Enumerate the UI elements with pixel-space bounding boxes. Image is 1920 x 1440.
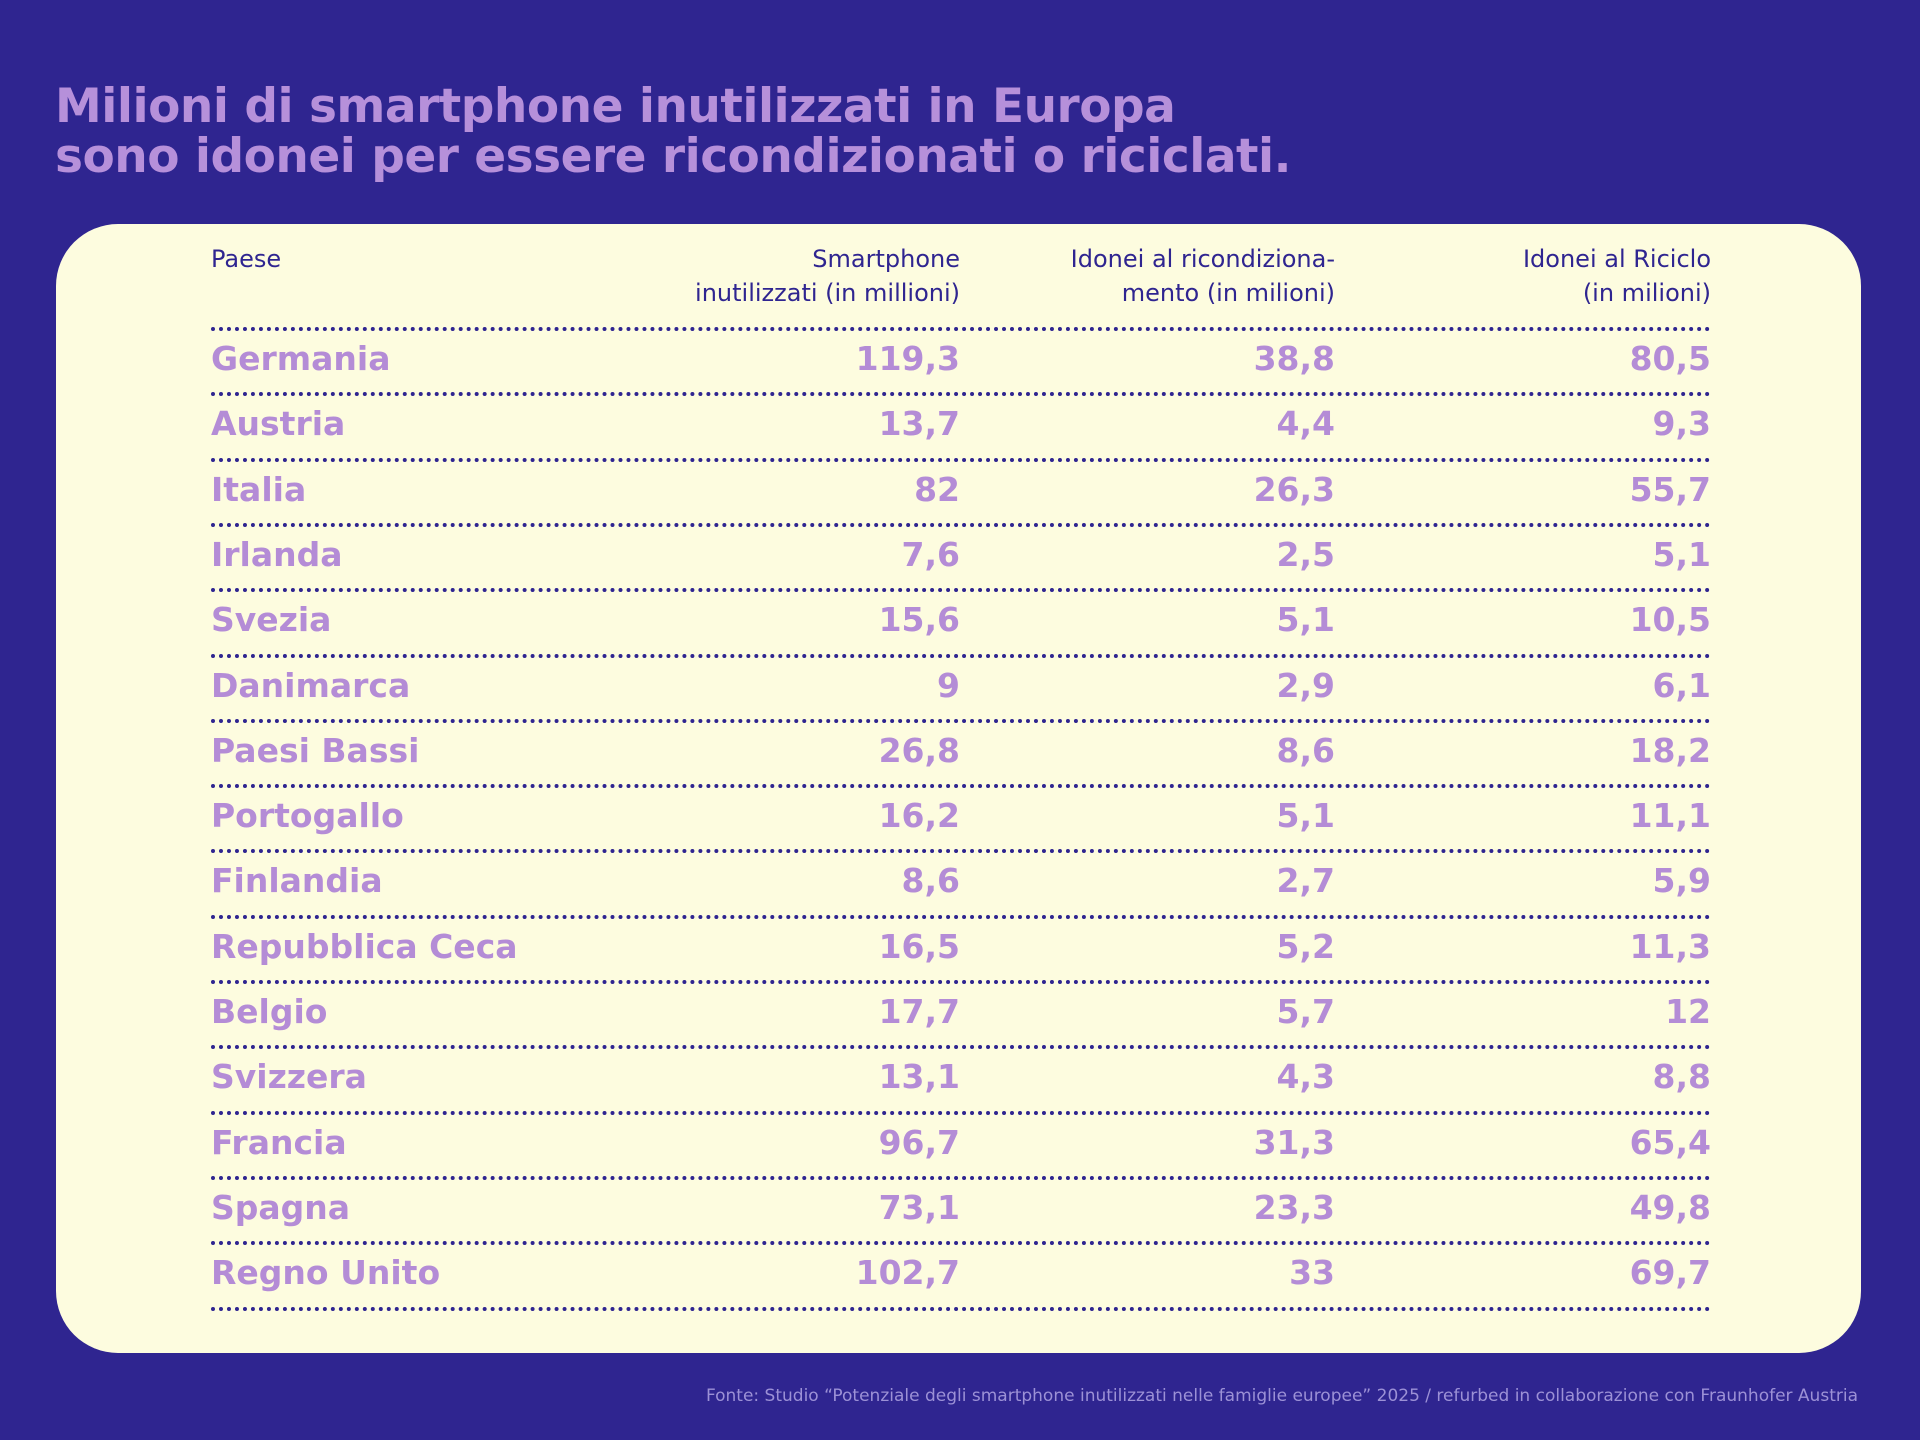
table-value: 96,7 [878,1122,960,1162]
table-value: 13,7 [878,404,960,444]
table-value: 9,3 [1652,404,1711,444]
country-name: Francia [211,1122,347,1162]
table-value: 119,3 [855,339,960,378]
column-header: Idonei al ricondiziona- mento (in milion… [1070,245,1335,307]
country-name: Belgio [211,992,328,1031]
row-divider [211,392,1711,397]
table-value: 5,1 [1276,796,1335,836]
country-name: Finlandia [211,861,383,901]
table-value: 49,8 [1629,1187,1711,1227]
country-name: Italia [211,469,307,509]
row-divider [211,653,1711,658]
table-value: 4,4 [1276,404,1335,444]
country-name: Spagna [211,1187,351,1227]
row-divider [211,327,1711,331]
country-name: Regno Unito [211,1253,441,1293]
column-header: Idonei al Riciclo (in milioni) [1522,245,1711,307]
row-divider [211,1175,1711,1180]
country-name: Irlanda [211,534,343,574]
table-value: 33 [1289,1253,1335,1293]
row-divider [211,588,1711,593]
table-value: 12 [1665,992,1711,1031]
country-name: Danimarca [211,665,411,705]
row-divider [211,980,1711,984]
table-value: 8,8 [1652,1057,1711,1097]
table-value: 5,1 [1276,600,1335,640]
table-value: 4,3 [1276,1057,1335,1097]
row-divider [211,1306,1711,1311]
table-value: 5,7 [1276,992,1335,1031]
table-value: 5,9 [1652,861,1711,901]
country-name: Svezia [211,600,332,640]
column-header: Paese [211,245,282,273]
row-divider [211,1110,1711,1115]
table-value: 55,7 [1629,469,1711,509]
country-name: Repubblica Ceca [211,926,518,966]
table-value: 10,5 [1629,600,1711,640]
table-value: 26,8 [878,730,960,770]
table-value: 6,1 [1652,665,1711,705]
country-name: Germania [211,339,391,378]
table-value: 9 [937,665,960,705]
country-name: Austria [211,404,346,444]
source-note: Fonte: Studio “Potenziale degli smartpho… [705,1386,1858,1406]
row-divider [211,522,1711,527]
table-value: 31,3 [1253,1122,1335,1162]
table-value: 82 [914,469,960,509]
row-divider [211,718,1711,723]
table-value: 11,3 [1629,926,1711,966]
table-value: 5,2 [1276,926,1335,966]
table-value: 65,4 [1629,1122,1711,1162]
column-header: Smartphone inutilizzati (in millioni) [695,245,960,307]
table-value: 11,1 [1629,796,1711,836]
table-value: 2,5 [1276,534,1335,574]
row-divider [211,784,1711,789]
table-value: 69,7 [1629,1253,1711,1293]
table-value: 73,1 [878,1187,960,1227]
country-name: Paesi Bassi [211,730,420,770]
table-value: 18,2 [1629,730,1711,770]
row-divider [211,457,1711,462]
country-name: Portogallo [211,796,404,836]
table-value: 80,5 [1629,339,1711,378]
table-value: 102,7 [855,1253,960,1293]
table-value: 2,9 [1276,665,1335,705]
table-value: 2,7 [1276,861,1335,901]
table-value: 15,6 [878,600,960,640]
title: Milioni di smartphone inutilizzati in Eu… [55,79,1291,184]
table-value: 7,6 [901,534,960,574]
table-value: 26,3 [1253,469,1335,509]
row-divider [211,1045,1711,1050]
table-value: 8,6 [1276,730,1335,770]
table-value: 13,1 [878,1057,960,1097]
table-value: 5,1 [1652,534,1711,574]
row-divider [211,849,1711,854]
table-value: 17,7 [878,992,960,1031]
row-divider [211,1241,1711,1246]
table-value: 23,3 [1253,1187,1335,1227]
country-name: Svizzera [211,1057,367,1097]
table-card [56,224,1861,1353]
row-divider [211,914,1711,919]
table-value: 8,6 [901,861,960,901]
table-value: 16,5 [878,926,960,966]
table-value: 38,8 [1253,339,1335,378]
table-value: 16,2 [878,796,960,836]
